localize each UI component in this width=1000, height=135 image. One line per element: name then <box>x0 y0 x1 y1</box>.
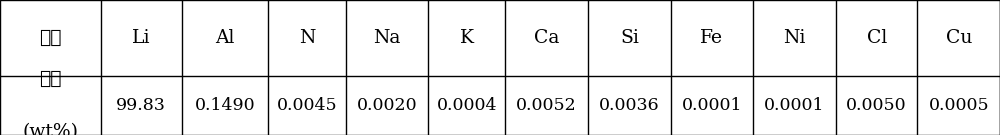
Text: 0.0036: 0.0036 <box>599 97 660 114</box>
Text: 99.83: 99.83 <box>116 97 166 114</box>
Text: 0.0050: 0.0050 <box>846 97 907 114</box>
Text: 0.0045: 0.0045 <box>277 97 337 114</box>
Text: 含量

(wt%): 含量 (wt%) <box>23 70 79 135</box>
Text: Al: Al <box>215 29 235 47</box>
Text: 0.1490: 0.1490 <box>195 97 255 114</box>
Text: Fe: Fe <box>700 29 723 47</box>
Text: 0.0001: 0.0001 <box>764 97 825 114</box>
Text: 0.0005: 0.0005 <box>928 97 989 114</box>
Text: Li: Li <box>132 29 151 47</box>
Text: Ca: Ca <box>534 29 559 47</box>
Text: K: K <box>460 29 474 47</box>
Text: Cl: Cl <box>867 29 887 47</box>
Text: 0.0052: 0.0052 <box>516 97 577 114</box>
Text: Na: Na <box>373 29 401 47</box>
Text: Cu: Cu <box>946 29 972 47</box>
Text: 0.0001: 0.0001 <box>682 97 742 114</box>
Text: 0.0004: 0.0004 <box>437 97 497 114</box>
Text: Ni: Ni <box>783 29 806 47</box>
Text: N: N <box>299 29 315 47</box>
Text: 0.0020: 0.0020 <box>357 97 417 114</box>
Text: 成分: 成分 <box>39 29 62 47</box>
Text: Si: Si <box>620 29 639 47</box>
